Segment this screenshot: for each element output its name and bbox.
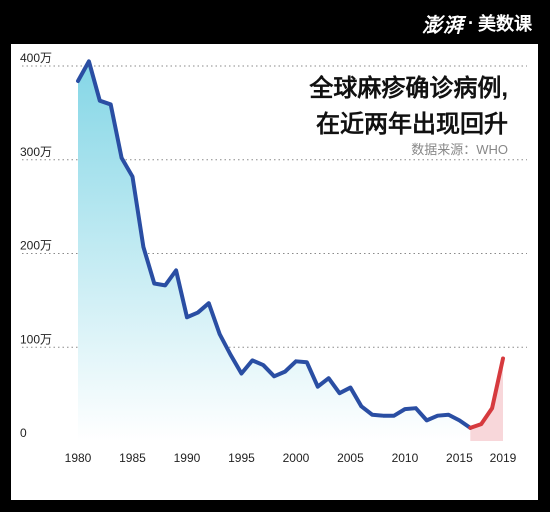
data-point [87,60,91,63]
data-point [272,375,276,378]
data-source: 数据来源：WHO [411,142,508,157]
y-tick-label: 400万 [20,51,52,65]
data-point [381,414,385,417]
data-point [501,357,505,360]
y-axis-tick-labels: 0 100万 200万 300万 400万 [20,51,52,440]
x-tick-label: 1995 [228,451,255,465]
data-point [131,175,134,178]
recent-area [470,358,503,441]
data-point [414,406,418,410]
area-fill [78,61,503,441]
data-point [316,385,319,388]
data-point [360,405,363,408]
data-point [338,391,341,395]
data-point [142,245,145,249]
y-tick-label: 100万 [20,332,52,346]
x-tick-label: 2015 [446,451,473,465]
data-point [174,269,178,272]
series-lines [76,59,505,430]
y-tick-label: 200万 [20,239,52,253]
recent-series-line [468,356,505,430]
x-tick-label: 1990 [174,451,201,465]
data-point [425,419,428,422]
x-tick-label: 1980 [65,451,92,465]
data-point [262,363,265,367]
brand-logo: 澎湃 [422,12,464,37]
chart-title-line-1: 全球麻疹确诊病例, [308,74,508,102]
data-point [305,361,309,364]
data-point [251,359,254,362]
brand-separator: · [468,12,474,33]
data-point [327,376,330,380]
brand-header: 澎湃 · 美数课 [422,8,532,38]
data-point [76,79,80,83]
data-point [294,360,298,363]
data-point [283,370,287,373]
data-point [349,386,352,389]
brand-name: 美数课 [478,14,532,34]
data-point [229,353,232,356]
grid-lines [22,65,527,348]
y-tick-label: 300万 [20,145,52,159]
data-point [98,99,101,102]
x-tick-label: 2010 [392,451,419,465]
data-point [490,406,494,410]
data-point [392,414,396,417]
data-point [458,419,461,422]
x-axis-tick-labels: 1980 1985 1990 1995 2000 2005 2010 2015 2019 [65,451,517,465]
chart-title-line-2: 在近两年出现回升 [316,110,508,138]
data-point [436,414,439,417]
data-point [207,301,210,305]
data-point [109,103,112,106]
data-point [469,426,472,430]
x-tick-label: 2005 [337,451,364,465]
x-tick-label: 1985 [119,451,146,465]
historical-area [78,61,471,441]
data-point [185,316,189,319]
x-tick-label: 2000 [283,451,310,465]
data-point [218,332,221,336]
data-point [163,284,167,287]
data-point [447,413,450,416]
y-tick-label: 0 [20,426,27,440]
data-point [120,156,123,160]
data-point [240,372,243,375]
data-point [196,311,200,314]
data-point [480,422,483,426]
data-point [403,407,407,411]
x-tick-label: 2019 [490,451,517,465]
data-point [153,282,156,285]
data-point [371,413,374,416]
